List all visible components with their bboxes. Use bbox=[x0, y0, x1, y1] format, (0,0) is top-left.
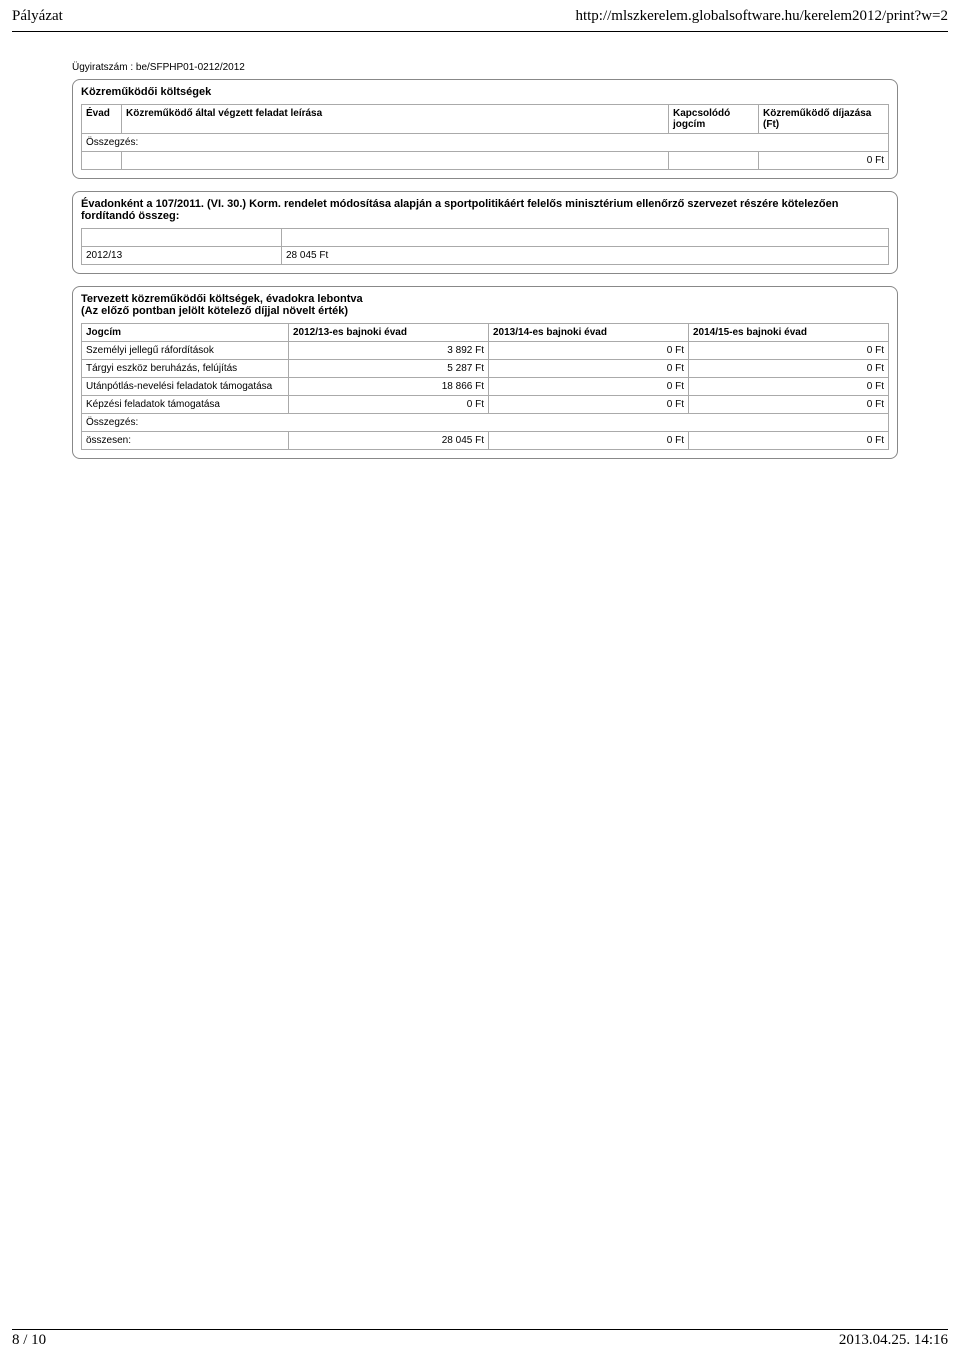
table-row: Utánpótlás-nevelési feladatok támogatása… bbox=[82, 378, 889, 396]
panel-costs: Közreműködői költségek Évad Közreműködő … bbox=[72, 79, 898, 179]
panel-mandatory: Évadonként a 107/2011. (VI. 30.) Korm. r… bbox=[72, 191, 898, 274]
mandatory-table: 2012/13 28 045 Ft bbox=[81, 228, 889, 265]
col-desc: Közreműködő által végzett feladat leírás… bbox=[122, 105, 669, 134]
table-header-row: Jogcím 2012/13-es bajnoki évad 2013/14-e… bbox=[82, 324, 889, 342]
col-year3: 2014/15-es bajnoki évad bbox=[689, 324, 889, 342]
title-line2: (Az előző pontban jelölt kötelező díjjal… bbox=[81, 305, 348, 317]
row-label: Képzési feladatok támogatása bbox=[82, 396, 289, 414]
planned-table: Jogcím 2012/13-es bajnoki évad 2013/14-e… bbox=[81, 323, 889, 450]
cell-y3: 0 Ft bbox=[689, 360, 889, 378]
cell-y1: 0 Ft bbox=[289, 396, 489, 414]
table-row bbox=[82, 229, 889, 247]
col-jogcim: Kapcsolódó jogcím bbox=[669, 105, 759, 134]
total-row: összesen: 28 045 Ft 0 Ft 0 Ft bbox=[82, 432, 889, 450]
panel-costs-title: Közreműködői költségek bbox=[81, 86, 889, 98]
summary-label-row: Összegzés: bbox=[82, 134, 889, 152]
panel-mandatory-title: Évadonként a 107/2011. (VI. 30.) Korm. r… bbox=[81, 198, 889, 222]
page-footer: 8 / 10 2013.04.25. 14:16 bbox=[12, 1329, 948, 1349]
table-row: Személyi jellegű ráfordítások 3 892 Ft 0… bbox=[82, 342, 889, 360]
total-label: összesen: bbox=[82, 432, 289, 450]
cell-y1: 3 892 Ft bbox=[289, 342, 489, 360]
col-fee: Közreműködő díjazása (Ft) bbox=[759, 105, 889, 134]
header-url: http://mlszkerelem.globalsoftware.hu/ker… bbox=[575, 8, 948, 25]
title-line1: Tervezett közreműködői költségek, évadok… bbox=[81, 293, 363, 305]
empty-cell bbox=[82, 229, 282, 247]
table-header-row: Évad Közreműködő által végzett feladat l… bbox=[82, 105, 889, 134]
empty-cell bbox=[82, 152, 122, 170]
col-jogcim: Jogcím bbox=[82, 324, 289, 342]
content-area: Ügyiratszám : be/SFPHP01-0212/2012 Közre… bbox=[72, 62, 898, 459]
summary-label-row: Összegzés: bbox=[82, 414, 889, 432]
row-label: Tárgyi eszköz beruházás, felújítás bbox=[82, 360, 289, 378]
summary-label: Összegzés: bbox=[82, 134, 889, 152]
cell-y3: 0 Ft bbox=[689, 396, 889, 414]
empty-cell bbox=[122, 152, 669, 170]
cell-y2: 0 Ft bbox=[489, 342, 689, 360]
summary-value: 0 Ft bbox=[759, 152, 889, 170]
row-label: Személyi jellegű ráfordítások bbox=[82, 342, 289, 360]
page-number: 8 / 10 bbox=[12, 1332, 46, 1349]
col-evad: Évad bbox=[82, 105, 122, 134]
print-timestamp: 2013.04.25. 14:16 bbox=[839, 1332, 948, 1349]
total-y3: 0 Ft bbox=[689, 432, 889, 450]
header-title: Pályázat bbox=[12, 8, 63, 25]
cell-y1: 5 287 Ft bbox=[289, 360, 489, 378]
total-y1: 28 045 Ft bbox=[289, 432, 489, 450]
amount-cell: 28 045 Ft bbox=[282, 247, 889, 265]
footer-rule bbox=[12, 1329, 948, 1330]
total-y2: 0 Ft bbox=[489, 432, 689, 450]
empty-cell bbox=[669, 152, 759, 170]
col-year2: 2013/14-es bajnoki évad bbox=[489, 324, 689, 342]
header-rule bbox=[12, 31, 948, 32]
panel-planned-title: Tervezett közreműködői költségek, évadok… bbox=[81, 293, 889, 317]
table-row: 2012/13 28 045 Ft bbox=[82, 247, 889, 265]
cell-y2: 0 Ft bbox=[489, 378, 689, 396]
cell-y1: 18 866 Ft bbox=[289, 378, 489, 396]
case-number: Ügyiratszám : be/SFPHP01-0212/2012 bbox=[72, 62, 898, 73]
cell-y2: 0 Ft bbox=[489, 360, 689, 378]
page-header: Pályázat http://mlszkerelem.globalsoftwa… bbox=[12, 8, 948, 25]
empty-cell bbox=[282, 229, 889, 247]
costs-table: Évad Közreműködő által végzett feladat l… bbox=[81, 104, 889, 170]
panel-planned: Tervezett közreműködői költségek, évadok… bbox=[72, 286, 898, 459]
year-cell: 2012/13 bbox=[82, 247, 282, 265]
cell-y3: 0 Ft bbox=[689, 342, 889, 360]
table-row: Tárgyi eszköz beruházás, felújítás 5 287… bbox=[82, 360, 889, 378]
table-row: Képzési feladatok támogatása 0 Ft 0 Ft 0… bbox=[82, 396, 889, 414]
summary-value-row: 0 Ft bbox=[82, 152, 889, 170]
col-year1: 2012/13-es bajnoki évad bbox=[289, 324, 489, 342]
summary-label: Összegzés: bbox=[82, 414, 889, 432]
cell-y2: 0 Ft bbox=[489, 396, 689, 414]
cell-y3: 0 Ft bbox=[689, 378, 889, 396]
row-label: Utánpótlás-nevelési feladatok támogatása bbox=[82, 378, 289, 396]
